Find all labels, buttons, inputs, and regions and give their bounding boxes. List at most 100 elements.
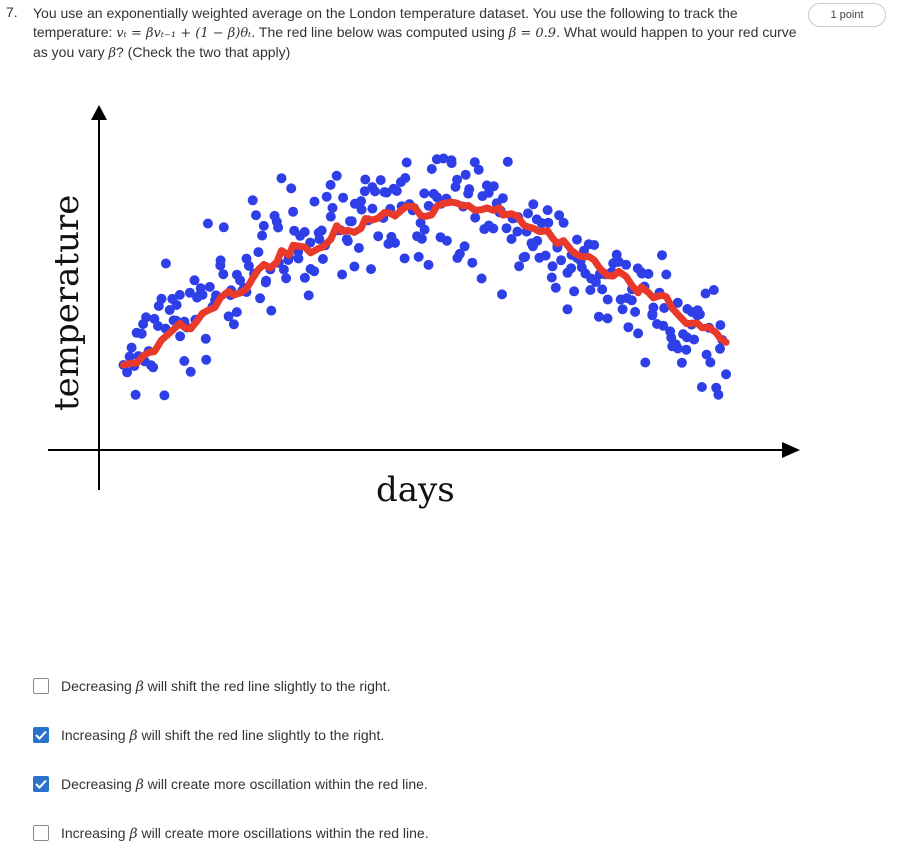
scatter-point: [512, 226, 523, 237]
scatter-point: [258, 220, 269, 231]
scatter-point: [281, 273, 292, 284]
scatter-point: [721, 369, 732, 380]
scatter-point: [550, 282, 561, 293]
scatter-point: [694, 309, 705, 320]
scatter-point: [705, 357, 716, 368]
scatter-point: [359, 186, 370, 197]
scatter-point: [593, 311, 604, 322]
option-2-checkbox[interactable]: [33, 727, 49, 743]
scatter-point: [546, 272, 557, 283]
scatter-point: [630, 306, 641, 317]
option-3[interactable]: Decreasing β will create more oscillatio…: [33, 774, 633, 794]
scatter-point: [130, 389, 141, 400]
scatter-point: [454, 248, 465, 259]
scatter-point: [441, 235, 452, 246]
scatter-point: [309, 196, 320, 207]
beta-value: β = 0.9: [508, 26, 557, 41]
scatter-point: [400, 173, 411, 183]
scatter-point: [658, 320, 669, 331]
scatter-point: [423, 259, 434, 270]
scatter-point: [255, 293, 266, 304]
scatter-point: [179, 356, 190, 366]
scatter-point: [497, 289, 507, 300]
scatter-point: [303, 290, 314, 301]
scatter-point: [566, 263, 577, 274]
scatter-point: [288, 206, 299, 217]
question-text: You use an exponentially weighted averag…: [33, 4, 808, 63]
scatter-point: [640, 357, 651, 368]
scatter-point: [540, 250, 551, 261]
scatter-point: [122, 367, 133, 378]
option-3-checkbox[interactable]: [33, 776, 49, 792]
option-4-checkbox[interactable]: [33, 825, 49, 841]
scatter-point: [278, 264, 289, 275]
scatter-point: [514, 261, 525, 272]
scatter-point: [338, 192, 349, 203]
checkmark-icon: [35, 779, 47, 789]
scatter-point: [399, 253, 410, 264]
scatter-point: [708, 285, 719, 295]
question-text-part1: You use an exponentially weighted averag…: [33, 5, 738, 40]
scatter-point: [672, 343, 683, 354]
scatter-point: [197, 289, 208, 300]
scatter-point: [569, 286, 580, 297]
scatter-point: [426, 164, 437, 174]
option-1[interactable]: Decreasing β will shift the red line sli…: [33, 676, 633, 696]
scatter-point: [626, 295, 637, 306]
scatter-point: [356, 204, 367, 215]
scatter-point: [659, 303, 670, 313]
scatter-point: [643, 268, 654, 279]
scatter-point: [459, 241, 470, 252]
scatter-point: [201, 354, 212, 365]
x-axis-label: days: [376, 470, 455, 510]
x-axis-arrowhead: [782, 442, 800, 458]
scatter-point: [572, 234, 582, 245]
scatter-point: [401, 157, 412, 168]
scatter-point: [506, 234, 517, 244]
scatter-point: [218, 222, 229, 233]
scatter-point: [299, 227, 310, 237]
scatter-point: [257, 230, 268, 241]
scatter-point: [621, 259, 632, 270]
scatter-point: [189, 275, 200, 286]
scatter-point: [327, 202, 338, 213]
scatter-point: [597, 284, 608, 295]
scatter-point: [309, 266, 320, 277]
y-axis-arrowhead: [91, 105, 107, 120]
scatter-point: [215, 260, 226, 271]
scatter-point: [438, 153, 449, 164]
scatter-point: [460, 169, 471, 180]
scatter-point: [469, 157, 480, 168]
scatter-point: [715, 343, 725, 354]
scatter-point: [657, 250, 667, 261]
scatter-point: [375, 175, 386, 186]
scatter-point: [321, 191, 332, 202]
scatter-point: [356, 196, 367, 207]
scatter-point: [251, 210, 261, 221]
scatter-point: [126, 342, 137, 353]
option-2[interactable]: Increasing β will shift the red line sli…: [33, 725, 633, 745]
scatter-point: [286, 183, 297, 194]
scatter-point: [419, 224, 430, 235]
scatter-point: [231, 307, 242, 318]
option-1-checkbox[interactable]: [33, 678, 49, 694]
scatter-point: [141, 312, 152, 323]
scatter-point: [174, 289, 185, 300]
scatter-point: [370, 186, 380, 197]
scatter-point: [488, 223, 499, 234]
scatter-point: [253, 247, 264, 258]
scatter-point: [446, 158, 457, 169]
scatter-point: [349, 261, 360, 272]
scatter-point: [602, 313, 613, 324]
scatter-point: [200, 333, 211, 344]
scatter-point: [266, 305, 277, 316]
scatter-point: [390, 237, 400, 248]
scatter-point: [543, 217, 554, 228]
scatter-point: [661, 269, 672, 280]
scatter-point: [590, 277, 601, 287]
scatter-point: [676, 357, 687, 368]
option-4[interactable]: Increasing β will create more oscillatio…: [33, 823, 633, 843]
ewma-equation: vₜ = βvₜ₋₁ + (1 − β)θₜ: [116, 26, 252, 41]
scatter-point: [419, 188, 430, 199]
scatter-point: [160, 258, 171, 269]
